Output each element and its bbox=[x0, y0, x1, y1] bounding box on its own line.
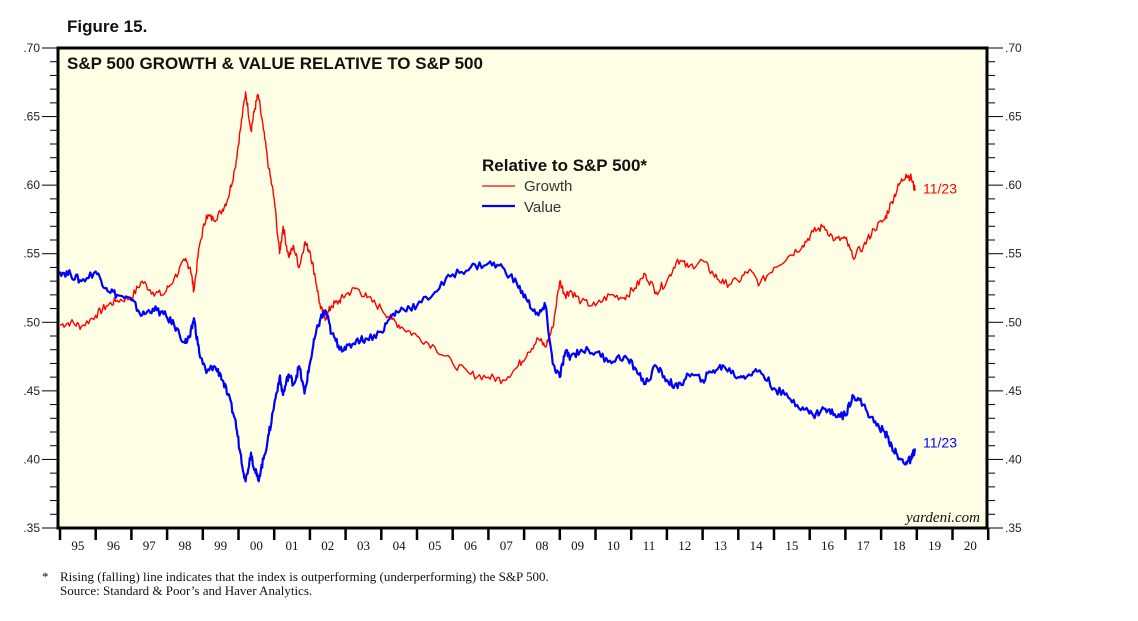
y-tick-label-right: .60 bbox=[1005, 178, 1022, 192]
x-tick-label: 19 bbox=[928, 538, 941, 553]
x-tick-label: 03 bbox=[357, 538, 370, 553]
plot-background bbox=[58, 48, 987, 528]
legend-title: Relative to S&P 500* bbox=[482, 156, 647, 175]
x-tick-label: 15 bbox=[785, 538, 798, 553]
x-tick-label: 20 bbox=[964, 538, 977, 553]
x-axis: 95 96 97 98 99 00 01 02 03 04 05 06 07 08 09 10 11 12 13 14… bbox=[58, 528, 990, 553]
x-tick-label: 05 bbox=[428, 538, 441, 553]
y-tick-label-right: .40 bbox=[1005, 452, 1022, 466]
end-label-value: 11/23 bbox=[923, 434, 957, 450]
footnote: * Rising (falling) line indicates that th… bbox=[42, 570, 549, 598]
y-tick-label-left: .70 bbox=[23, 41, 40, 55]
y-tick-label-left: .35 bbox=[23, 521, 40, 535]
y-tick-label-right: .55 bbox=[1005, 247, 1022, 261]
legend: Relative to S&P 500* Growth Value bbox=[482, 156, 647, 216]
x-tick-label: 16 bbox=[821, 538, 835, 553]
y-tick-label-left: .40 bbox=[23, 452, 40, 466]
x-tick-label: 10 bbox=[607, 538, 620, 553]
x-tick-label: 06 bbox=[464, 538, 478, 553]
x-tick-label: 18 bbox=[892, 538, 905, 553]
legend-label-value: Value bbox=[524, 199, 561, 216]
end-label-growth: 11/23 bbox=[923, 181, 957, 197]
y-tick-label-left: .60 bbox=[23, 178, 40, 192]
y-tick-label-left: .65 bbox=[23, 110, 40, 124]
y-tick-label-right: .65 bbox=[1005, 110, 1022, 124]
y-tick-label-right: .45 bbox=[1005, 384, 1022, 398]
figure-label: Figure 15. bbox=[67, 17, 148, 36]
x-tick-label: 04 bbox=[393, 538, 407, 553]
y-axis-right: .70 .65 .60 .55 .50 .45 .40 .35 bbox=[987, 41, 1022, 535]
x-tick-label: 08 bbox=[535, 538, 548, 553]
x-tick-label: 97 bbox=[143, 538, 157, 553]
x-tick-label: 13 bbox=[714, 538, 727, 553]
x-tick-label: 98 bbox=[178, 538, 191, 553]
x-tick-label: 99 bbox=[214, 538, 227, 553]
x-tick-label: 17 bbox=[857, 538, 871, 553]
series-line-value bbox=[58, 260, 917, 483]
x-tick-label: 00 bbox=[250, 538, 263, 553]
footnote-note: Rising (falling) line indicates that the… bbox=[60, 569, 549, 584]
x-tick-label: 12 bbox=[678, 538, 691, 553]
y-tick-label-right: .35 bbox=[1005, 521, 1022, 535]
series-group: 11/23 11/23 bbox=[58, 91, 957, 483]
x-tick-label: 96 bbox=[107, 538, 121, 553]
y-tick-label-left: .45 bbox=[23, 384, 40, 398]
y-tick-label-left: .55 bbox=[23, 247, 40, 261]
x-tick-label: 02 bbox=[321, 538, 334, 553]
x-tick-label: 01 bbox=[286, 538, 299, 553]
x-tick-label: 95 bbox=[71, 538, 84, 553]
x-tick-label: 11 bbox=[643, 538, 656, 553]
footnote-marker: * bbox=[42, 569, 49, 584]
y-tick-label-left: .50 bbox=[23, 315, 40, 329]
y-tick-label-right: .50 bbox=[1005, 315, 1022, 329]
series-line-growth bbox=[59, 91, 916, 385]
legend-label-growth: Growth bbox=[524, 178, 572, 195]
y-axis-left: .70 .65 .60 .55 .50 .45 .40 .35 bbox=[23, 41, 58, 535]
y-tick-label-right: .70 bbox=[1005, 41, 1022, 55]
footnote-source: Source: Standard & Poor’s and Haver Anal… bbox=[60, 583, 313, 598]
x-tick-label: 14 bbox=[750, 538, 764, 553]
x-tick-label: 09 bbox=[571, 538, 584, 553]
x-tick-label: 07 bbox=[500, 538, 514, 553]
chart-title: S&P 500 GROWTH & VALUE RELATIVE TO S&P 5… bbox=[67, 54, 483, 73]
watermark: yardeni.com bbox=[904, 510, 980, 526]
plot-frame bbox=[56, 46, 989, 530]
